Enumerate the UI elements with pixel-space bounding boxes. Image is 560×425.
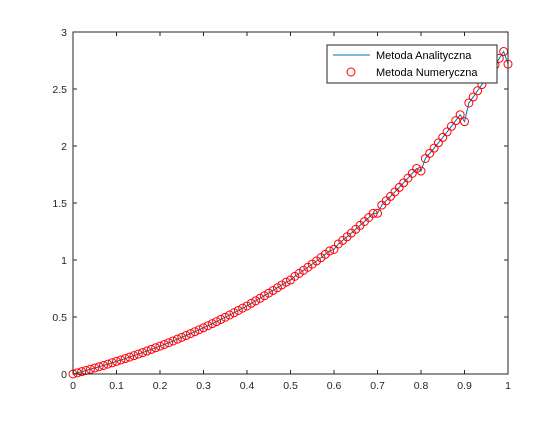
data-point-numeric xyxy=(164,338,174,348)
data-point-numeric xyxy=(94,362,104,372)
data-point-numeric xyxy=(468,92,478,102)
data-point-numeric xyxy=(325,246,335,256)
data-point-numeric xyxy=(116,355,126,365)
data-point-numeric xyxy=(142,346,152,356)
data-point-numeric xyxy=(272,283,282,293)
data-point-numeric xyxy=(329,244,339,254)
legend-box xyxy=(326,44,498,84)
series-line-analytic xyxy=(72,50,509,375)
data-point-numeric xyxy=(98,360,108,370)
y-tick-label: 0.5 xyxy=(52,312,67,324)
data-point-numeric xyxy=(207,319,217,329)
x-tick-label: 0.7 xyxy=(370,380,385,392)
data-point-numeric xyxy=(246,298,256,308)
data-point-numeric xyxy=(185,329,195,339)
y-tick-label: 0 xyxy=(61,369,67,381)
data-point-numeric xyxy=(103,359,113,369)
data-point-numeric xyxy=(433,138,443,148)
data-point-numeric xyxy=(464,98,474,108)
data-point-numeric xyxy=(129,351,139,361)
legend: Metoda Analityczna Metoda Numeryczna xyxy=(326,44,498,84)
data-point-numeric xyxy=(199,323,208,333)
data-point-numeric xyxy=(373,208,382,218)
data-point-numeric xyxy=(416,166,426,176)
data-point-numeric xyxy=(242,301,252,311)
data-point-numeric xyxy=(138,348,148,358)
plot-area xyxy=(73,32,508,374)
data-point-numeric xyxy=(438,132,448,142)
legend-label-analytic: Metoda Analityczna xyxy=(376,50,472,62)
x-tick-label: 0.4 xyxy=(240,380,255,392)
data-point-numeric xyxy=(155,341,165,351)
data-point-numeric xyxy=(233,305,243,315)
data-point-numeric xyxy=(203,321,213,331)
data-point-numeric xyxy=(190,327,200,337)
legend-label-numeric: Metoda Numeryczna xyxy=(376,67,478,79)
data-point-numeric xyxy=(229,308,239,318)
data-point-numeric xyxy=(259,291,269,301)
data-point-numeric xyxy=(90,363,100,373)
data-point-numeric xyxy=(220,312,230,322)
data-point-numeric xyxy=(460,117,469,127)
x-tick-label: 0.1 xyxy=(109,380,124,392)
x-tick-label: 0.2 xyxy=(153,380,168,392)
data-point-numeric xyxy=(451,116,461,126)
data-point-numeric xyxy=(264,288,274,298)
y-tick-label: 2 xyxy=(61,141,67,153)
data-point-numeric xyxy=(181,331,191,341)
data-point-numeric xyxy=(425,148,435,158)
data-point-numeric xyxy=(368,208,378,218)
data-point-numeric xyxy=(112,356,121,366)
data-point-numeric xyxy=(125,352,135,362)
data-point-numeric xyxy=(216,314,226,324)
x-tick-label: 0.8 xyxy=(414,380,429,392)
data-point-numeric xyxy=(177,332,187,342)
data-point-numeric xyxy=(85,364,95,374)
data-point-numeric xyxy=(225,310,235,320)
data-point-numeric xyxy=(238,303,248,313)
data-point-numeric xyxy=(120,354,130,364)
series-layer xyxy=(68,47,513,379)
data-point-numeric xyxy=(429,143,439,153)
x-tick-label: 0.3 xyxy=(196,380,211,392)
data-point-numeric xyxy=(151,343,161,353)
data-point-numeric xyxy=(281,277,291,287)
x-tick-label: 0.6 xyxy=(327,380,342,392)
data-point-numeric xyxy=(212,317,222,327)
data-point-numeric xyxy=(107,358,117,368)
x-tick-label: 1 xyxy=(505,380,511,392)
data-point-numeric xyxy=(159,339,169,349)
data-point-numeric xyxy=(473,86,483,96)
y-tick-label: 2.5 xyxy=(52,84,67,96)
y-tick-label: 1 xyxy=(61,255,67,267)
data-point-numeric xyxy=(277,280,287,290)
x-tick-label: 0.9 xyxy=(457,380,472,392)
y-tick-label: 1.5 xyxy=(52,198,67,210)
data-point-numeric xyxy=(172,334,182,344)
data-point-numeric xyxy=(133,349,143,359)
data-point-numeric xyxy=(268,285,278,295)
data-point-numeric xyxy=(455,110,465,120)
data-point-numeric xyxy=(146,344,156,354)
data-point-numeric xyxy=(194,325,204,335)
data-point-numeric xyxy=(255,293,265,303)
data-point-numeric xyxy=(446,121,456,131)
ticks-layer: 0 0.1 0.2 0.3 0.4 0.5 0.6 0.7 0.8 0.9 1 0 0.5 1 1.5 2 2.… xyxy=(52,27,511,392)
data-point-numeric xyxy=(412,163,422,173)
y-tick-label: 3 xyxy=(61,27,67,39)
data-point-numeric xyxy=(442,127,452,137)
data-point-numeric xyxy=(251,296,261,306)
x-tick-label: 0.5 xyxy=(283,380,298,392)
x-tick-label: 0 xyxy=(70,380,76,392)
data-point-numeric xyxy=(77,367,87,377)
data-point-numeric xyxy=(168,336,178,346)
legend-marker-numeric xyxy=(346,67,356,77)
